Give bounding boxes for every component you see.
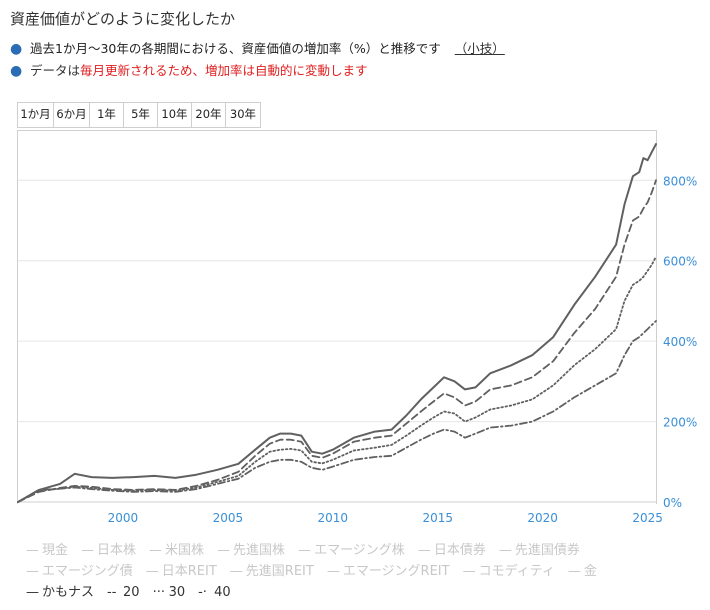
- legend-label: 米国株: [165, 543, 205, 558]
- tab-30-years[interactable]: 30年: [226, 103, 260, 127]
- legend-swatch-icon: —: [217, 543, 231, 558]
- legend-item[interactable]: — エマージング株: [298, 540, 405, 561]
- legend-label: かもナス: [42, 585, 95, 600]
- legend-item[interactable]: — 米国株: [149, 540, 204, 561]
- legend-swatch-icon: --: [107, 585, 117, 600]
- legend-swatch-icon: —: [298, 543, 312, 558]
- legend-swatch-icon: —: [229, 564, 243, 579]
- bullet-1: ● 過去1か月〜30年の各期間における、資産価値の増加率（%）と推移です （小技…: [10, 38, 505, 60]
- legend-item[interactable]: — 日本REIT: [146, 561, 217, 582]
- bullet-dot-icon: ●: [10, 63, 23, 79]
- bullet-2-text: データは: [30, 63, 81, 78]
- legend-swatch-icon: —: [26, 564, 39, 579]
- legend-item[interactable]: — 金: [568, 561, 597, 582]
- bullet-2: ● データは 毎月更新されるため、増加率は自動的に変動します: [10, 60, 505, 82]
- legend-swatch-icon: —: [149, 543, 163, 558]
- legend-item[interactable]: — 現金: [26, 540, 68, 561]
- x-tick-label: 2010: [318, 511, 349, 525]
- description-bullets: ● 過去1か月〜30年の各期間における、資産価値の増加率（%）と推移です （小技…: [10, 38, 505, 82]
- y-tick-label: 600%: [663, 255, 697, 269]
- legend-swatch-icon: —: [417, 543, 431, 558]
- legend-item[interactable]: -- 20: [107, 582, 140, 603]
- bullet-1-text: 過去1か月〜30年の各期間における、資産価値の増加率（%）と推移です: [30, 41, 441, 56]
- legend-label: 先進国債券: [514, 543, 580, 558]
- page-title: 資産価値がどのように変化したか: [10, 10, 236, 28]
- bullet-2-highlight: 毎月更新されるため、増加率は自動的に変動します: [80, 63, 368, 78]
- x-tick-label: 2020: [527, 511, 558, 525]
- legend-row: — 現金 — 日本株 — 米国株 — 先進国株 — エマージング株 — 日本債券 — 先進国債券: [26, 540, 686, 561]
- legend-swatch-icon: ···: [152, 585, 165, 600]
- tab-20-years[interactable]: 20年: [192, 103, 226, 127]
- legend-swatch-icon: —: [81, 543, 95, 558]
- legend-swatch-icon: —: [145, 564, 159, 579]
- legend-swatch-icon: -·: [198, 585, 207, 600]
- legend-label: 40: [214, 585, 231, 600]
- legend-row: — かもナス -- 20 ··· 30 -· 40: [26, 582, 686, 603]
- range-tabs: 1か月 6か月 1年 5年 10年 20年 30年: [17, 102, 261, 128]
- y-tick-label: 400%: [663, 335, 697, 349]
- x-tick-label: 2005: [213, 511, 244, 525]
- legend-label: コモディティ: [478, 564, 555, 579]
- legend-item[interactable]: — 日本債券: [418, 540, 486, 561]
- x-tick-label: 2015: [422, 511, 453, 525]
- x-tick-label: 2000: [108, 511, 139, 525]
- legend-label: 日本株: [97, 543, 137, 558]
- legend-label: 先進国REIT: [245, 564, 314, 579]
- legend-swatch-icon: —: [462, 564, 476, 579]
- tab-6-months[interactable]: 6か月: [54, 103, 90, 127]
- legend-label: 20: [123, 585, 140, 600]
- series-line-40: [17, 320, 657, 503]
- tab-1-year[interactable]: 1年: [90, 103, 124, 127]
- y-tick-label: 0%: [663, 496, 682, 510]
- y-tick-label: 200%: [663, 416, 697, 430]
- series-line-30: [17, 255, 657, 503]
- legend-row: — エマージング債 — 日本REIT — 先進国REIT — エマージングREIT — コモディテ…: [26, 561, 686, 582]
- tab-1-month[interactable]: 1か月: [18, 103, 54, 127]
- legend-item[interactable]: — かもナス: [26, 582, 94, 603]
- legend-item[interactable]: — 日本株: [81, 540, 136, 561]
- legend-label: 30: [168, 585, 186, 600]
- legend-swatch-icon: —: [26, 543, 39, 558]
- legend-label: 日本債券: [433, 543, 486, 558]
- legend-item[interactable]: — エマージング債: [26, 561, 133, 582]
- legend-item[interactable]: -· 40: [198, 582, 231, 603]
- legend-swatch-icon: —: [567, 564, 581, 579]
- legend-item[interactable]: — 先進国債券: [499, 540, 580, 561]
- legend-item[interactable]: — 先進国REIT: [230, 561, 314, 582]
- series-line-かもナス: [17, 143, 657, 503]
- legend-label: 先進国株: [233, 543, 286, 558]
- legend-item[interactable]: — コモディティ: [463, 561, 555, 582]
- tab-10-years[interactable]: 10年: [158, 103, 192, 127]
- plot-frame: [17, 130, 657, 504]
- tab-5-years[interactable]: 5年: [124, 103, 158, 127]
- legend-item[interactable]: — エマージングREIT: [327, 561, 450, 582]
- bullet-dot-icon: ●: [10, 41, 23, 57]
- growth-chart: 0% 200% 400% 600% 800% 2000 2005 2010 2015 2020 20…: [17, 143, 697, 525]
- tip-link[interactable]: （小技）: [454, 41, 505, 56]
- x-tick-label: 2025: [632, 511, 663, 525]
- legend: — 現金 — 日本株 — 米国株 — 先進国株 — エマージング株 — 日本債券 — 先進国債券 — エマー…: [26, 540, 686, 603]
- legend-swatch-icon: —: [326, 564, 340, 579]
- legend-item[interactable]: ··· 30: [153, 582, 186, 603]
- legend-label: エマージング債: [42, 564, 133, 579]
- legend-swatch-icon: —: [498, 543, 512, 558]
- legend-swatch-icon: —: [26, 585, 39, 600]
- legend-label: エマージング株: [314, 543, 405, 558]
- legend-label: 現金: [42, 543, 69, 558]
- legend-item[interactable]: — 先進国株: [217, 540, 285, 561]
- legend-label: エマージングREIT: [342, 564, 450, 579]
- y-tick-label: 800%: [663, 174, 697, 188]
- legend-label: 金: [583, 564, 597, 579]
- legend-label: 日本REIT: [161, 564, 217, 579]
